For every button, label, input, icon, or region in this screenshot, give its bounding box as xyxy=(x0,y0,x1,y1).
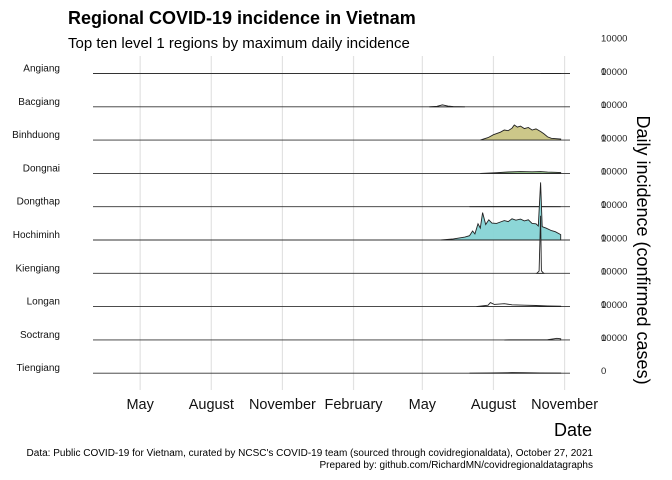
y-tick-label: 0 xyxy=(601,133,606,144)
facet-label: Soctrang xyxy=(20,330,60,341)
y-tick-label: 0 xyxy=(601,166,606,177)
facet-area xyxy=(440,182,562,241)
y-tick-label: 10000 xyxy=(601,133,627,144)
facet-area xyxy=(504,337,562,341)
chart-title: Regional COVID-19 incidence in Vietnam xyxy=(68,8,416,28)
facet-label: Dongthap xyxy=(17,197,61,208)
facet-label: Kiengiang xyxy=(16,263,60,274)
facet-label: Dongnai xyxy=(23,163,60,174)
y-tick-label: 10000 xyxy=(601,100,627,111)
facet-area xyxy=(480,124,562,141)
facet-label: Tiengiang xyxy=(16,363,60,374)
y-tick-label: 0 xyxy=(601,233,606,244)
y-tick-label: 10000 xyxy=(601,300,627,311)
x-tick-label: August xyxy=(189,397,234,413)
facet-label: Hochiminh xyxy=(13,230,60,241)
y-tick-label: 10000 xyxy=(601,67,627,78)
facet-label: Longan xyxy=(27,297,60,308)
y-tick-label: 10000 xyxy=(601,267,627,278)
facet-area xyxy=(480,171,562,174)
x-axis: May August November February May August Novemb… xyxy=(126,397,598,413)
caption-source: Data: Public COVID-19 for Vietnam, curat… xyxy=(26,448,593,459)
caption-credit: Prepared by: github.com/RichardMN/covidr… xyxy=(319,460,593,471)
ridgelines xyxy=(93,72,570,374)
x-tick-label: May xyxy=(409,397,437,413)
facet-label: Angiang xyxy=(23,64,60,75)
facet-label: Binhduong xyxy=(12,130,60,141)
y-tick-label: 10000 xyxy=(601,233,627,244)
y-tick-label: 10000 xyxy=(601,200,627,211)
x-tick-label: November xyxy=(249,397,316,413)
facet-area xyxy=(469,372,562,374)
facet-area xyxy=(476,302,562,308)
x-tick-label: August xyxy=(471,397,516,413)
y-tick-label: 0 xyxy=(601,333,606,344)
y-axis: 0100000100000100000100000100000100000100… xyxy=(601,34,627,378)
y-tick-label: 0 xyxy=(601,300,606,311)
facet-area xyxy=(429,104,465,108)
x-tick-label: May xyxy=(126,397,154,413)
y-tick-label: 0 xyxy=(601,100,606,111)
facet-area xyxy=(535,215,545,274)
y-tick-label: 10000 xyxy=(601,167,627,178)
x-axis-title: Date xyxy=(554,420,592,440)
chart-subtitle: Top ten level 1 regions by maximum daily… xyxy=(68,35,410,52)
facet-label: Bacgiang xyxy=(18,97,60,108)
y-tick-label: 0 xyxy=(601,200,606,211)
y-axis-title: Daily incidence (confirmed cases) xyxy=(633,115,653,384)
x-tick-label: November xyxy=(531,397,598,413)
y-tick-label: 0 xyxy=(601,366,606,377)
y-tick-label: 0 xyxy=(601,266,606,277)
y-tick-label: 0 xyxy=(601,67,606,78)
y-tick-label: 10000 xyxy=(601,333,627,344)
y-tick-label: 10000 xyxy=(601,34,627,45)
x-tick-label: February xyxy=(325,397,384,413)
facet-labels: Angiang Bacgiang Binhduong Dongnai Dongthap H… xyxy=(12,64,60,375)
